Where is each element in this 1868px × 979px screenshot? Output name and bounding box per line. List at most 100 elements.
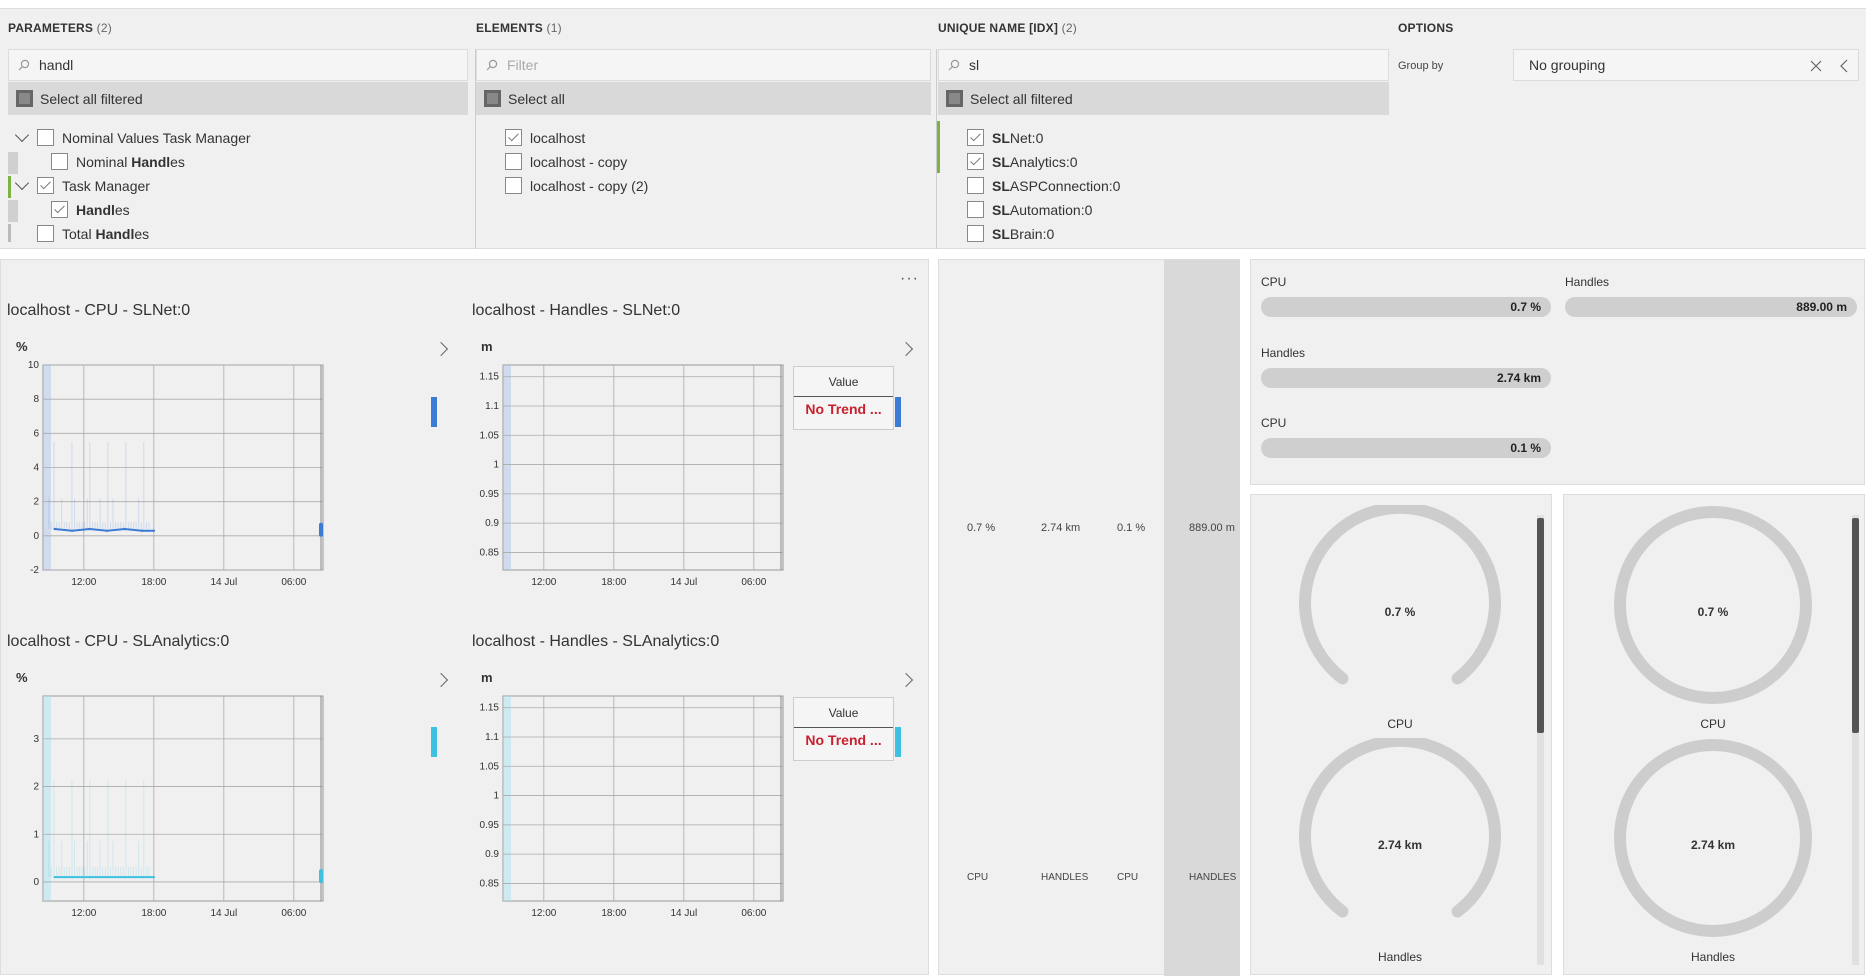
tree-item-handles[interactable]: Handles (76, 202, 130, 218)
bar-value: 0.1 % (1510, 441, 1541, 455)
bar-value: 889.00 m (1796, 300, 1847, 314)
unique-name-checkbox[interactable] (967, 129, 984, 146)
y-tick-label: 0 (33, 531, 39, 542)
gauge-arc (1299, 505, 1501, 685)
trend-chart-handles-slnet[interactable]: 1.15 1.1 1.05 1 0.95 0.9 0.85 12:00 18:00 14 Jul 0… (471, 360, 851, 595)
close-icon[interactable] (1809, 59, 1823, 73)
element-item[interactable]: localhost - copy (2) (530, 178, 649, 194)
y-tick-label: 2 (33, 782, 39, 793)
chevron-right-icon[interactable] (898, 341, 914, 357)
unique-name-select-all[interactable]: Select all filtered (938, 82, 1389, 115)
column-value: 0.1 % (1117, 522, 1146, 534)
y-tick-label: 1.1 (485, 732, 499, 743)
y-tick-label: 1.1 (485, 401, 499, 412)
value-bar: 0.7 % (1261, 297, 1551, 317)
chevron-right-icon[interactable] (433, 341, 449, 357)
unique-name-item[interactable]: SLAnalytics:0 (992, 154, 1078, 170)
unique-name-column: UNIQUE NAME [IDX] (2) sl Select all filt… (929, 9, 1399, 250)
unique-name-item[interactable]: SLASPConnection:0 (992, 178, 1121, 194)
parameters-title: PARAMETERS (2) (8, 21, 112, 35)
elements-select-all[interactable]: Select all (476, 82, 931, 115)
scrollbar-thumb[interactable] (1852, 518, 1859, 733)
plot-area (42, 695, 324, 902)
parameters-search-input[interactable]: handl (8, 49, 468, 81)
data-point (152, 529, 156, 532)
range-band (503, 365, 511, 570)
tree-checkbox[interactable] (51, 201, 68, 218)
chart-unit: % (16, 339, 28, 354)
unique-name-item[interactable]: SLAutomation:0 (992, 202, 1093, 218)
x-tick-label: 18:00 (601, 908, 626, 919)
elements-search-placeholder[interactable]: Filter (507, 57, 539, 73)
unique-name-checkbox[interactable] (967, 177, 984, 194)
data-point (105, 875, 109, 879)
data-point (123, 527, 126, 531)
tree-checkbox[interactable] (37, 129, 54, 146)
more-options-icon[interactable]: ··· (900, 270, 919, 287)
element-checkbox[interactable] (505, 129, 522, 146)
data-point (53, 527, 56, 531)
data-point (123, 875, 126, 879)
chevron-down-icon[interactable] (14, 127, 30, 143)
data-point (105, 529, 109, 532)
unique-name-checkbox[interactable] (967, 201, 984, 218)
gauge-value: 0.7 % (1384, 605, 1416, 619)
element-item[interactable]: localhost - copy (530, 154, 628, 170)
column-divider (475, 49, 476, 249)
data-point (140, 529, 144, 532)
y-tick-label: 0.9 (485, 849, 499, 860)
unique-name-search-value[interactable]: sl (969, 57, 980, 73)
tree-checkbox[interactable] (37, 225, 54, 242)
column-label: HANDLES (1189, 872, 1237, 883)
select-all-checkbox[interactable] (484, 90, 501, 107)
element-item[interactable]: localhost (530, 130, 586, 146)
y-tick-label: 1.05 (480, 761, 500, 772)
chevron-left-icon[interactable] (1839, 59, 1849, 73)
tree-indent (8, 200, 18, 222)
select-all-checkbox[interactable] (946, 90, 963, 107)
group-by-select[interactable]: No grouping (1513, 49, 1859, 81)
trend-chart-handles-slanalytics[interactable]: 1.15 1.1 1.05 1 0.95 0.9 0.85 12:00 18:00 14 Jul 0… (471, 691, 851, 926)
select-all-label: Select all (508, 91, 565, 107)
x-tick-label: 12:00 (71, 908, 96, 919)
column-label: CPU (967, 872, 989, 883)
column-label: HANDLES (1041, 872, 1089, 883)
trend-chart-cpu-slnet[interactable]: 10 8 6 4 2 0 -2 12:00 18:00 14 Jul 06:00 (11, 360, 391, 595)
element-checkbox[interactable] (505, 177, 522, 194)
y-tick-label: 0.95 (480, 820, 500, 831)
parameters-select-all[interactable]: Select all filtered (8, 82, 468, 115)
unique-name-item[interactable]: SLBrain:0 (992, 226, 1055, 242)
scrollbar-track[interactable] (1537, 515, 1544, 965)
unique-name-checkbox[interactable] (967, 225, 984, 242)
highlighted-column (1164, 260, 1240, 976)
elements-title: ELEMENTS (1) (476, 21, 562, 35)
unique-name-item[interactable]: SLNet:0 (992, 130, 1044, 146)
select-all-label: Select all filtered (40, 91, 143, 107)
tree-item-task-manager[interactable]: Task Manager (62, 178, 150, 194)
tree-item-nominal-handles[interactable]: Nominal Handles (76, 154, 185, 170)
gauge-label: Handles (1690, 950, 1736, 964)
elements-search-input[interactable]: Filter (476, 49, 931, 81)
x-tick-label: 06:00 (281, 908, 306, 919)
select-all-checkbox[interactable] (16, 90, 33, 107)
unique-name-checkbox[interactable] (967, 153, 984, 170)
legend-marker (895, 727, 901, 757)
x-tick-label: 12:00 (531, 577, 556, 588)
chevron-right-icon[interactable] (433, 672, 449, 688)
scrollbar-thumb[interactable] (1537, 518, 1544, 733)
no-trend-text: No Trend ... (805, 732, 882, 748)
select-all-label: Select all filtered (970, 91, 1073, 107)
tree-checkbox[interactable] (51, 153, 68, 170)
element-checkbox[interactable] (505, 153, 522, 170)
data-point (140, 875, 144, 879)
parameters-search-value[interactable]: handl (39, 57, 74, 73)
tree-item-nominal-values-task-manager[interactable]: Nominal Values Task Manager (62, 130, 251, 146)
trend-chart-cpu-slanalytics[interactable]: 3 2 1 0 12:00 18:00 14 Jul 06:00 (11, 691, 391, 926)
tree-checkbox[interactable] (37, 177, 54, 194)
scrollbar-track[interactable] (1852, 515, 1859, 965)
unique-name-search-input[interactable]: sl (938, 49, 1389, 81)
chevron-right-icon[interactable] (898, 672, 914, 688)
tree-item-total-handles[interactable]: Total Handles (62, 226, 150, 242)
chevron-down-icon[interactable] (14, 175, 30, 191)
y-tick-label: 8 (33, 394, 39, 405)
